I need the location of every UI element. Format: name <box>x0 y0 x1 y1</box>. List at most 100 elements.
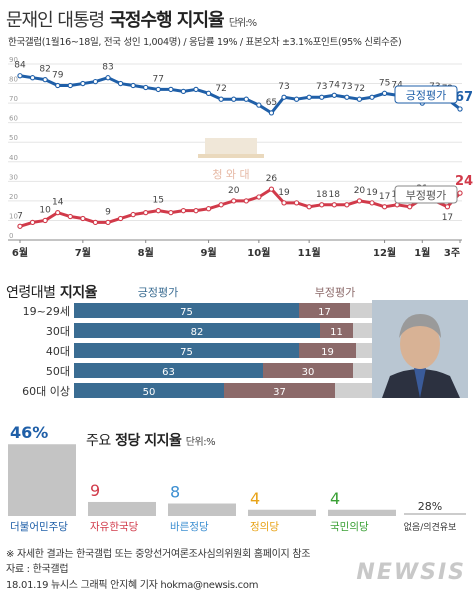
negative-data-label: 18 <box>316 190 328 200</box>
x-tick-label: 12월 <box>373 247 396 259</box>
age-legend-negative: 부정평가 <box>315 286 355 299</box>
positive-point <box>218 96 224 102</box>
age-positive-value: 82 <box>191 327 204 338</box>
negative-data-label: 15 <box>153 196 164 206</box>
age-bar-negative <box>224 383 335 398</box>
legend-negative-box <box>394 185 458 204</box>
x-tick-label: 3주 <box>444 247 460 259</box>
negative-point <box>143 209 149 216</box>
age-title-bold: 지지율 <box>59 285 98 301</box>
y-tick-label: 90 <box>9 56 18 64</box>
footer-note: ※ 자세한 결과는 한국갤럽 또는 중앙선거여론조사심의위원회 홈페이지 참조 <box>6 549 311 560</box>
cheongwadae-watermark: 청 와 대 <box>198 138 264 181</box>
negative-point <box>319 202 325 208</box>
negative-point <box>205 206 212 212</box>
age-title-prefix: 연령대별 <box>6 285 56 301</box>
positive-point <box>117 80 124 87</box>
party-section-title: 주요 정당 지지율 단위:% <box>86 430 216 450</box>
y-tick-label: 40 <box>9 154 18 162</box>
positive-point <box>457 106 463 112</box>
positive-data-label: 75 <box>379 78 390 88</box>
x-tick-label: 6월 <box>12 247 28 259</box>
line-chart-grid: 90 80 70 60 50 40 30 20 10 0 <box>8 56 462 241</box>
age-category-label: 30대 <box>46 325 70 338</box>
negative-point <box>407 204 413 210</box>
positive-point <box>243 96 249 102</box>
negative-point <box>381 204 388 210</box>
party-bars-layer: 46% 더불어민주당 9 자유한국당 8 바른정당 4 정의당 4 국민의당 28% 없음/의견유보 <box>8 423 466 533</box>
party-name-label: 국민의당 <box>330 521 369 533</box>
watermark-roof <box>205 138 257 158</box>
positive-point <box>130 82 136 89</box>
negative-data-label: 19 <box>366 188 378 198</box>
x-tick-label: 11월 <box>298 247 321 259</box>
age-bar-positive <box>74 303 299 318</box>
title-prefix: 문재인 대통령 <box>6 10 105 31</box>
legend-positive-box <box>394 85 458 104</box>
positive-data-label: 73 <box>278 82 289 92</box>
positive-data-label: 73 <box>316 82 327 92</box>
footer-credit: 18.01.19 뉴시스 그래픽 안지혜 기자 hokma@newsis.com <box>6 580 259 591</box>
negative-data-label: 26 <box>266 174 278 184</box>
negative-data-label: 9 <box>105 207 111 217</box>
party-name-label: 바른정당 <box>170 521 209 533</box>
positive-point <box>331 92 337 98</box>
legend-negative: 부정평가 <box>394 185 458 204</box>
age-positive-value: 75 <box>180 347 193 358</box>
positive-point <box>42 76 48 83</box>
party-value-label: 9 <box>90 481 100 500</box>
party-name-label: 더불어민주당 <box>10 521 68 533</box>
positive-point <box>168 86 174 93</box>
negative-point <box>155 208 161 214</box>
title-bold: 국정수행 지지율 <box>109 10 224 31</box>
negative-point <box>268 186 275 192</box>
negative-point <box>55 209 61 216</box>
age-negative-value: 17 <box>318 307 331 318</box>
x-tick-label: 10월 <box>247 247 270 259</box>
legend-positive-label: 긍정평가 <box>406 89 446 102</box>
negative-point <box>344 202 350 208</box>
positive-point <box>281 94 287 100</box>
x-tick-label: 1월 <box>414 247 430 259</box>
negative-point <box>457 190 463 196</box>
positive-data-label: 65 <box>266 98 277 108</box>
negative-point <box>444 204 451 210</box>
party-bar <box>8 444 76 516</box>
survey-note: 한국갤럽(1월16~18일, 전국 성인 1,004명) / 응답률 19% /… <box>8 37 402 48</box>
y-tick-label: 30 <box>9 173 18 181</box>
negative-point <box>306 204 312 210</box>
newsis-logo: NEWSIS <box>356 560 466 585</box>
negative-point <box>180 208 187 214</box>
negative-data-label: 24 <box>455 174 473 189</box>
positive-data-label: 79 <box>52 71 64 81</box>
age-negative-value: 19 <box>321 347 334 358</box>
positive-point <box>92 78 99 85</box>
watermark-base <box>198 154 264 158</box>
y-tick-label: 80 <box>9 76 18 84</box>
positive-point <box>231 96 237 102</box>
positive-data-label: 82 <box>39 65 50 75</box>
negative-point <box>117 215 124 222</box>
positive-point <box>293 96 300 102</box>
positive-point <box>17 73 23 79</box>
negative-point <box>168 209 174 216</box>
president-portrait <box>372 300 468 398</box>
portrait-tie <box>414 368 426 398</box>
negative-point <box>130 211 136 218</box>
positive-point <box>356 96 363 102</box>
negative-point <box>92 219 99 226</box>
party-value-label: 28% <box>418 500 442 513</box>
positive-data-label: 77 <box>153 74 164 84</box>
legend-positive: 긍정평가 <box>394 85 458 104</box>
negative-data-label: 17 <box>442 213 453 223</box>
party-name-label: 없음/의견유보 <box>404 521 457 533</box>
legend-negative-label: 부정평가 <box>406 189 446 202</box>
negative-data-label: 14 <box>52 198 64 208</box>
page-title: 문재인 대통령 국정수행 지지율 단위:% <box>6 6 257 32</box>
negative-data-label: 18 <box>329 190 341 200</box>
age-bar-positive <box>74 363 263 378</box>
negative-data-label: 19 <box>278 188 290 198</box>
age-bar-positive <box>74 383 224 398</box>
age-bars-layer: 19~29세 75 17 30대 82 11 40대 75 19 50대 63 30 60대 이상 50 3… <box>22 303 374 398</box>
